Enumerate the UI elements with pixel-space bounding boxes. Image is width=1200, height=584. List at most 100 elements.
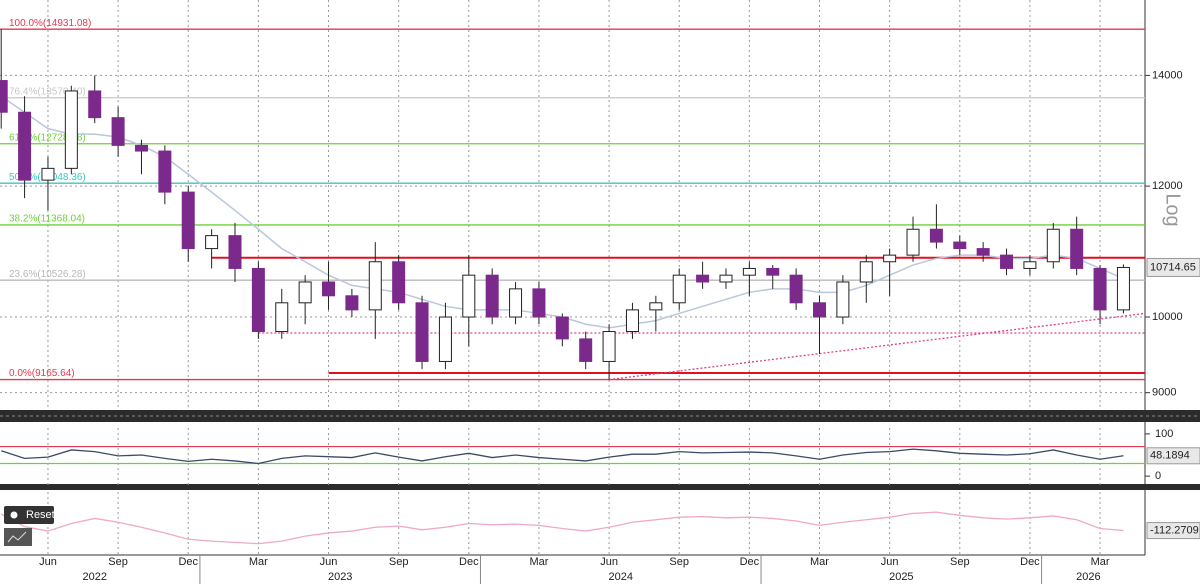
candle-body <box>438 316 452 362</box>
chart-type-button[interactable] <box>4 528 32 546</box>
y-tick-label: 9000 <box>1152 387 1176 399</box>
x-tick-label: Sep <box>108 556 128 568</box>
x-tick-label: Jun <box>320 556 338 568</box>
candle-body <box>1116 266 1130 311</box>
candle-body <box>649 302 663 311</box>
panel-divider <box>0 484 1200 490</box>
x-tick-label: Mar <box>810 556 829 568</box>
last-value-box <box>1146 522 1200 540</box>
candle-body <box>298 281 312 304</box>
last-value-label: 48.1894 <box>1150 450 1190 462</box>
y-tick-label: 14000 <box>1152 69 1183 81</box>
trendline <box>609 312 1146 381</box>
reset-label[interactable]: Reset <box>26 509 55 521</box>
candle-body <box>485 274 499 318</box>
candle-body <box>976 248 990 256</box>
reset-button[interactable]: Reset <box>4 506 55 524</box>
chart-type-icon <box>7 531 27 543</box>
candle-body <box>1070 228 1084 269</box>
candle-body <box>672 274 686 304</box>
candle-body <box>368 261 382 311</box>
candle-body <box>1023 261 1037 269</box>
candle-body <box>813 302 826 318</box>
candle-body <box>111 117 125 146</box>
fib-label: 0.0%(9165.64) <box>9 368 75 379</box>
year-label: 2023 <box>328 571 352 583</box>
candle-body <box>602 331 616 362</box>
candle-body <box>1000 254 1014 269</box>
last-value-box <box>1146 447 1200 465</box>
candle-body <box>134 144 148 152</box>
y-tick-label: 10000 <box>1152 311 1183 323</box>
x-tick-label: Dec <box>178 556 198 568</box>
candle-body <box>88 90 102 119</box>
last-value-label: -112.2709 <box>1150 524 1199 536</box>
candle-body <box>415 302 429 362</box>
reset-box[interactable] <box>4 506 54 524</box>
x-tick-label: Dec <box>459 556 479 568</box>
y-tick-label: 100 <box>1155 428 1173 440</box>
year-label: 2022 <box>82 571 106 583</box>
candle-body <box>766 267 780 276</box>
year-label: 2024 <box>609 571 633 583</box>
x-tick-label: Jun <box>881 556 899 568</box>
candle-body <box>392 261 406 304</box>
x-tick-label: Mar <box>529 556 548 568</box>
indicator-line <box>0 448 1124 465</box>
indicator-line <box>0 511 1124 545</box>
candle-body <box>462 274 476 318</box>
x-tick-label: Jun <box>39 556 57 568</box>
x-tick-label: Mar <box>249 556 268 568</box>
y-tick-label: 0 <box>1155 470 1161 482</box>
x-tick-label: Jun <box>600 556 618 568</box>
candle-body <box>205 235 219 250</box>
candle-body <box>158 150 172 193</box>
candle-body <box>953 241 967 250</box>
fib-label: 38.2%(11368.04) <box>9 214 85 225</box>
candle-body <box>883 254 897 263</box>
x-tick-label: Sep <box>950 556 970 568</box>
candle-body <box>859 261 873 283</box>
candle-body <box>275 302 289 333</box>
scale-label: Log <box>1162 193 1184 226</box>
year-label: 2026 <box>1076 571 1100 583</box>
candle-body <box>929 228 943 243</box>
reset-icon <box>10 511 18 519</box>
candle-body <box>322 281 336 297</box>
x-tick-label: Dec <box>740 556 760 568</box>
candle-body <box>181 191 195 250</box>
candle-body <box>719 274 733 283</box>
fib-label: 61.8%(12728.68) <box>9 132 86 143</box>
x-tick-label: Dec <box>1020 556 1040 568</box>
candle-body <box>625 309 639 333</box>
year-label: 2025 <box>889 571 913 583</box>
fib-label: 100.0%(14931.08) <box>9 18 91 29</box>
candle-body <box>742 267 756 276</box>
candle-body <box>555 316 569 340</box>
candle-body <box>1093 267 1107 311</box>
candle-body <box>0 80 8 113</box>
candle-body <box>345 295 359 311</box>
x-tick-label: Sep <box>669 556 689 568</box>
fib-label: 76.4%(13570.40) <box>9 86 86 97</box>
candle-body <box>228 235 242 269</box>
candle-body <box>579 338 593 362</box>
last-price-label: 10714.65 <box>1150 261 1196 273</box>
last-price-box <box>1146 257 1200 277</box>
candle-body <box>696 274 710 283</box>
candle-body <box>251 267 265 333</box>
candle-body <box>532 288 546 318</box>
x-tick-label: Mar <box>1091 556 1110 568</box>
candle-body <box>906 228 920 256</box>
fib-label: 23.6%(10526.28) <box>9 269 86 280</box>
candle-body <box>41 167 55 181</box>
x-tick-label: Sep <box>389 556 409 568</box>
candle-body <box>789 274 803 304</box>
candle-body <box>64 90 78 169</box>
candle-body <box>509 288 523 318</box>
candle-body <box>18 111 32 181</box>
candle-body <box>1046 228 1060 263</box>
y-tick-label: 12000 <box>1152 180 1183 192</box>
